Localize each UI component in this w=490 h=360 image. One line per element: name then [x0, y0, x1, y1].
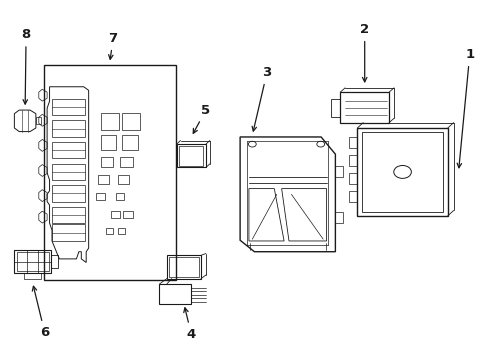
Bar [52, 99, 85, 116]
Text: 4: 4 [184, 308, 196, 341]
Bar [357, 128, 448, 216]
Bar [179, 146, 203, 166]
Bar [52, 142, 85, 158]
Bar [98, 175, 109, 184]
Text: 6: 6 [32, 286, 49, 339]
Bar [17, 252, 49, 271]
Bar [335, 166, 343, 177]
Text: 3: 3 [252, 66, 271, 131]
Bar [348, 173, 357, 184]
Bar [44, 65, 175, 280]
Bar [52, 225, 85, 241]
Bar [118, 228, 125, 234]
Bar [335, 212, 343, 223]
Bar [121, 157, 133, 167]
Text: 5: 5 [193, 104, 211, 133]
Bar [52, 207, 85, 223]
Bar [52, 121, 85, 137]
Bar [101, 157, 113, 167]
Bar [24, 273, 41, 279]
Bar [116, 193, 124, 200]
Bar [36, 117, 41, 125]
Text: 2: 2 [360, 23, 369, 82]
Bar [111, 211, 121, 218]
Bar [122, 113, 141, 130]
Bar [123, 211, 133, 218]
Bar [348, 191, 357, 202]
Bar [331, 99, 340, 117]
Text: 7: 7 [108, 32, 118, 59]
Bar [362, 132, 443, 212]
Bar [176, 144, 206, 167]
Bar [14, 250, 51, 273]
Bar [340, 92, 389, 123]
Bar [96, 193, 105, 200]
Bar [118, 175, 129, 184]
Bar [348, 155, 357, 166]
Bar [52, 163, 85, 180]
Bar [167, 255, 201, 279]
Bar [122, 135, 138, 149]
Bar [51, 255, 58, 268]
Bar [169, 257, 198, 277]
Bar [159, 284, 191, 304]
Text: 8: 8 [22, 28, 31, 104]
Text: 1: 1 [457, 48, 474, 168]
Bar [106, 228, 113, 234]
Bar [101, 113, 120, 130]
Bar [101, 135, 117, 149]
Bar [348, 137, 357, 148]
Bar [52, 185, 85, 202]
